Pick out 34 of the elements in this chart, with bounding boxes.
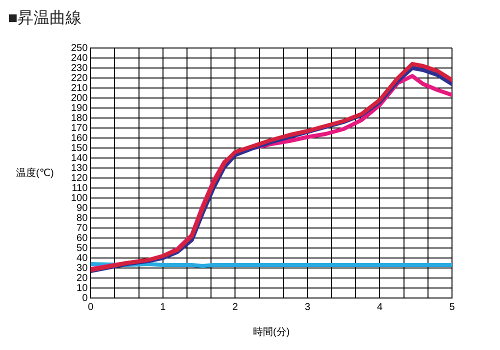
y-tick-label: 170 xyxy=(70,122,88,134)
x-tick-label: 3 xyxy=(304,302,311,313)
y-tick-label: 20 xyxy=(76,272,88,284)
y-tick-label: 230 xyxy=(70,62,88,74)
y-axis-title: 温度(℃) xyxy=(16,166,54,180)
y-tick-label: 180 xyxy=(70,112,88,124)
x-tick-label: 2 xyxy=(232,302,238,313)
chart-title: ■昇温曲線 xyxy=(8,8,82,29)
y-tick-label: 0 xyxy=(82,292,88,304)
y-tick-label: 50 xyxy=(76,242,88,254)
y-tick-label: 130 xyxy=(70,162,88,174)
y-tick-label: 70 xyxy=(76,222,88,234)
y-tick-label: 90 xyxy=(76,202,88,214)
y-tick-label: 240 xyxy=(70,52,88,64)
x-tick-label: 4 xyxy=(376,302,383,313)
x-tick-label: 5 xyxy=(449,302,456,313)
y-tick-label: 80 xyxy=(76,212,88,224)
x-tick-label: 1 xyxy=(160,302,166,313)
y-tick-label: 100 xyxy=(70,192,88,204)
y-tick-label: 120 xyxy=(70,172,88,184)
y-tick-label: 200 xyxy=(70,92,88,104)
y-tick-label: 60 xyxy=(76,232,88,244)
y-tick-label: 150 xyxy=(70,142,88,154)
y-tick-label: 140 xyxy=(70,152,88,164)
y-tick-label: 10 xyxy=(76,282,88,294)
y-tick-label: 30 xyxy=(76,262,88,274)
y-tick-label: 190 xyxy=(70,102,88,114)
x-axis-title: 時間(分) xyxy=(253,326,290,338)
y-tick-label: 110 xyxy=(72,182,88,194)
y-tick-label: 210 xyxy=(70,82,88,94)
y-tick-label: 40 xyxy=(76,252,88,264)
y-tick-label: 250 xyxy=(70,42,88,54)
y-tick-label: 220 xyxy=(70,72,88,84)
y-tick-label: 160 xyxy=(70,132,88,144)
